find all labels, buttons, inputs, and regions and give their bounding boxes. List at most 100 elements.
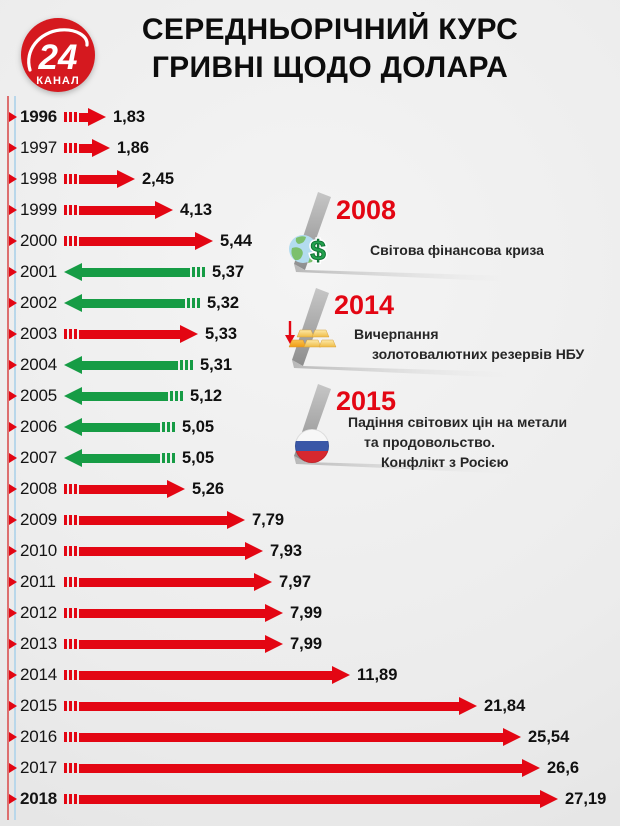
arrow-tail-dashes: [180, 360, 193, 370]
svg-text:$: $: [310, 235, 326, 266]
trend-arrow: [64, 201, 173, 219]
trend-arrow: [64, 480, 185, 498]
arrow-head-icon: [503, 728, 521, 746]
arrow-tail-dashes: [64, 732, 77, 742]
trend-arrow: [64, 418, 175, 436]
arrow-head-icon: [195, 232, 213, 250]
value-label: 1,86: [117, 139, 150, 157]
trend-arrow: [64, 604, 283, 622]
arrow-tail-dashes: [64, 143, 77, 153]
arrow-tail-dashes: [187, 298, 200, 308]
row-marker-icon: [9, 763, 17, 773]
logo-number: 24: [38, 38, 78, 77]
value-label: 5,32: [207, 294, 240, 312]
value-label: 7,99: [290, 635, 323, 653]
logo-label: КАНАЛ: [36, 75, 79, 87]
page-title-line1: СЕРЕДНЬОРІЧНИЙ КУРС: [141, 13, 519, 46]
russia-flag-icon: [294, 428, 330, 464]
value-label: 7,79: [252, 511, 285, 529]
row-marker-icon: [9, 267, 17, 277]
arrow-shaft: [79, 143, 92, 153]
arrow-tail-dashes: [64, 639, 77, 649]
annotation-year: 2008: [336, 195, 397, 225]
arrow-shaft: [79, 546, 245, 556]
year-label: 2016: [20, 727, 58, 746]
arrow-shaft: [79, 670, 332, 680]
row-marker-icon: [9, 329, 17, 339]
trend-arrow: [64, 294, 200, 312]
year-label: 2015: [20, 696, 58, 715]
arrow-head-icon: [180, 325, 198, 343]
year-label: 2014: [20, 665, 58, 684]
logo-orbit-arc: [27, 28, 89, 72]
arrow-tail-dashes: [64, 577, 77, 587]
row-marker-icon: [9, 143, 17, 153]
arrow-head-icon: [64, 294, 82, 312]
arrow-head-icon: [254, 573, 272, 591]
trend-arrow: [64, 108, 106, 126]
trend-arrow: [64, 170, 135, 188]
arrow-tail-dashes: [64, 174, 77, 184]
arrow-head-icon: [92, 139, 110, 157]
value-label: 2,45: [142, 170, 175, 188]
arrow-head-icon: [88, 108, 106, 126]
arrow-tail-dashes: [64, 608, 77, 618]
arrow-shaft: [79, 205, 155, 215]
year-label: 2012: [20, 603, 58, 622]
annotation-text: Вичерпання золотовалютних резервів НБУ: [354, 326, 585, 362]
row-marker-icon: [9, 205, 17, 215]
trend-arrow: [64, 325, 198, 343]
year-label: 1999: [20, 200, 58, 219]
arrow-tail-dashes: [64, 236, 77, 246]
value-label: 11,89: [357, 666, 398, 684]
year-label: 2013: [20, 634, 58, 653]
arrow-head-icon: [155, 201, 173, 219]
arrow-head-icon: [64, 263, 82, 281]
year-label: 2008: [20, 479, 58, 498]
arrow-head-icon: [167, 480, 185, 498]
value-label: 7,93: [270, 542, 303, 560]
arrow-tail-dashes: [64, 763, 77, 773]
arrow-shaft: [82, 391, 168, 401]
row-marker-icon: [9, 515, 17, 525]
year-label: 2004: [20, 355, 58, 374]
arrow-shaft: [79, 608, 265, 618]
timeline-axis-red: [7, 96, 9, 820]
year-label: 2018: [20, 789, 58, 808]
trend-arrow: [64, 697, 477, 715]
trend-arrow: [64, 573, 272, 591]
annotation-year: 2015: [336, 386, 397, 416]
annotation-text: Світова фінансова криза: [370, 242, 544, 258]
year-label: 2003: [20, 324, 58, 343]
year-label: 2002: [20, 293, 58, 312]
value-label: 7,99: [290, 604, 323, 622]
trend-arrow: [64, 139, 110, 157]
row-marker-icon: [9, 608, 17, 618]
arrow-shaft: [79, 515, 227, 525]
value-label: 25,54: [528, 728, 570, 746]
row-marker-icon: [9, 577, 17, 587]
trend-arrow: [64, 263, 205, 281]
value-label: 4,13: [180, 201, 213, 219]
arrow-head-icon: [64, 356, 82, 374]
arrow-tail-dashes: [64, 515, 77, 525]
year-label: 2011: [20, 572, 56, 591]
year-label: 2007: [20, 448, 58, 467]
arrow-tail-dashes: [64, 670, 77, 680]
value-label: 5,33: [205, 325, 238, 343]
logo-circle: [21, 18, 95, 92]
arrow-head-icon: [117, 170, 135, 188]
row-marker-icon: [9, 298, 17, 308]
svg-text:$: $: [310, 235, 326, 266]
arrow-head-icon: [245, 542, 263, 560]
value-label: 21,84: [484, 697, 526, 715]
row-marker-icon: [9, 422, 17, 432]
trend-arrow: [64, 728, 521, 746]
year-label: 1997: [20, 138, 58, 157]
arrow-tail-dashes: [170, 391, 183, 401]
row-marker-icon: [9, 391, 17, 401]
arrow-tail-dashes: [192, 267, 205, 277]
arrow-head-icon: [64, 418, 82, 436]
row-marker-icon: [9, 360, 17, 370]
